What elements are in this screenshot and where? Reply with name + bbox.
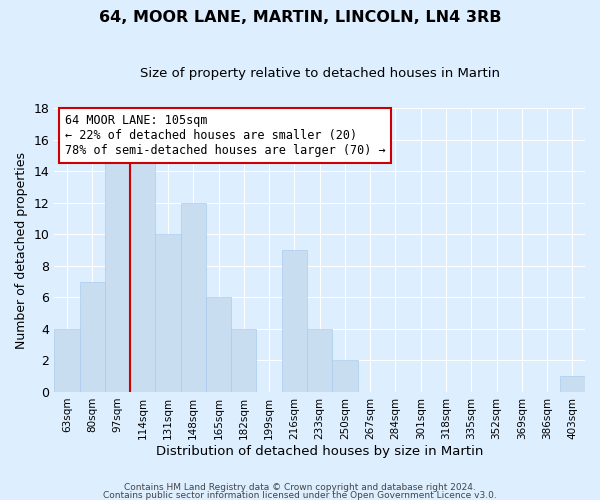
- Bar: [282, 250, 307, 392]
- Bar: [80, 282, 105, 392]
- Bar: [206, 298, 231, 392]
- Bar: [105, 156, 130, 392]
- Text: Contains HM Land Registry data © Crown copyright and database right 2024.: Contains HM Land Registry data © Crown c…: [124, 484, 476, 492]
- Bar: [181, 202, 206, 392]
- Bar: [155, 234, 181, 392]
- Bar: [560, 376, 585, 392]
- Bar: [332, 360, 358, 392]
- Text: Contains public sector information licensed under the Open Government Licence v3: Contains public sector information licen…: [103, 490, 497, 500]
- X-axis label: Distribution of detached houses by size in Martin: Distribution of detached houses by size …: [156, 444, 484, 458]
- Bar: [130, 156, 155, 392]
- Bar: [307, 329, 332, 392]
- Y-axis label: Number of detached properties: Number of detached properties: [15, 152, 28, 348]
- Text: 64 MOOR LANE: 105sqm
← 22% of detached houses are smaller (20)
78% of semi-detac: 64 MOOR LANE: 105sqm ← 22% of detached h…: [65, 114, 386, 156]
- Text: 64, MOOR LANE, MARTIN, LINCOLN, LN4 3RB: 64, MOOR LANE, MARTIN, LINCOLN, LN4 3RB: [99, 10, 501, 25]
- Bar: [54, 329, 80, 392]
- Title: Size of property relative to detached houses in Martin: Size of property relative to detached ho…: [140, 68, 500, 80]
- Bar: [231, 329, 256, 392]
